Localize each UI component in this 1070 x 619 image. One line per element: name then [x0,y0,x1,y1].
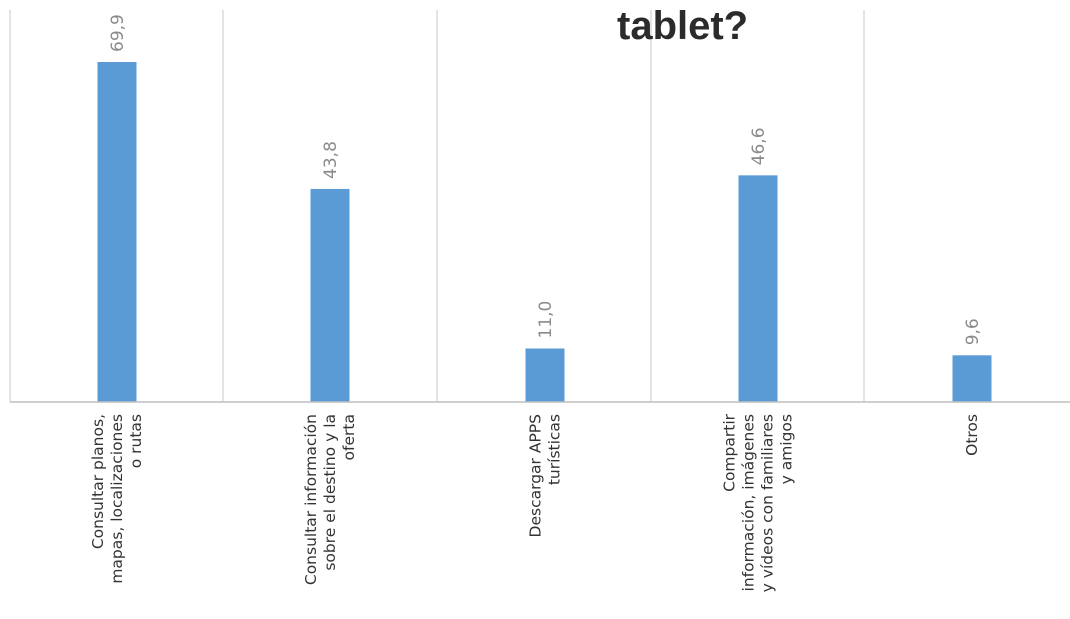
category-label: Otros [963,414,981,456]
category-label-line: Descargar APPS [527,414,545,537]
bar [952,355,992,402]
category-label-line: turísticas [546,414,564,485]
value-labels: 69,9 43,8 11,0 46,6 9,6 [108,14,983,345]
category-label-line: Consultar información [302,414,320,585]
gridlines [9,10,865,402]
category-label-line: Consultar planos, [89,414,107,549]
category-labels: Consultar planos, mapas, localizaciones o … [89,413,981,592]
chart-title: tablet? [617,4,748,48]
bar [310,188,350,402]
bar [738,175,778,402]
category-label: Compartir información, imágenes y vídeos c… [721,413,796,592]
category-label: Descargar APPS turísticas [527,414,564,537]
category-label: Consultar planos, mapas, localizaciones o … [89,414,145,584]
data-label: 69,9 [108,14,128,52]
category-label: Consultar información sobre el destino y … [302,414,358,585]
bars [97,62,992,402]
category-label-line: y amigos [778,414,796,484]
data-label: 43,8 [321,141,341,179]
category-label-line: o rutas [127,414,145,468]
category-label-line: mapas, localizaciones [108,414,126,584]
data-label: 11,0 [536,301,556,339]
category-label-line: Compartir [721,413,739,491]
bar [525,348,565,402]
category-label-line: Otros [963,414,981,456]
bar [97,62,137,402]
data-label: 9,6 [963,318,983,345]
data-label: 46,6 [749,127,769,165]
category-label-line: y vídeos con familiares [759,414,777,592]
category-label-line: oferta [340,414,358,460]
category-label-line: información, imágenes [740,414,758,591]
category-label-line: sobre el destino y la [321,414,339,571]
